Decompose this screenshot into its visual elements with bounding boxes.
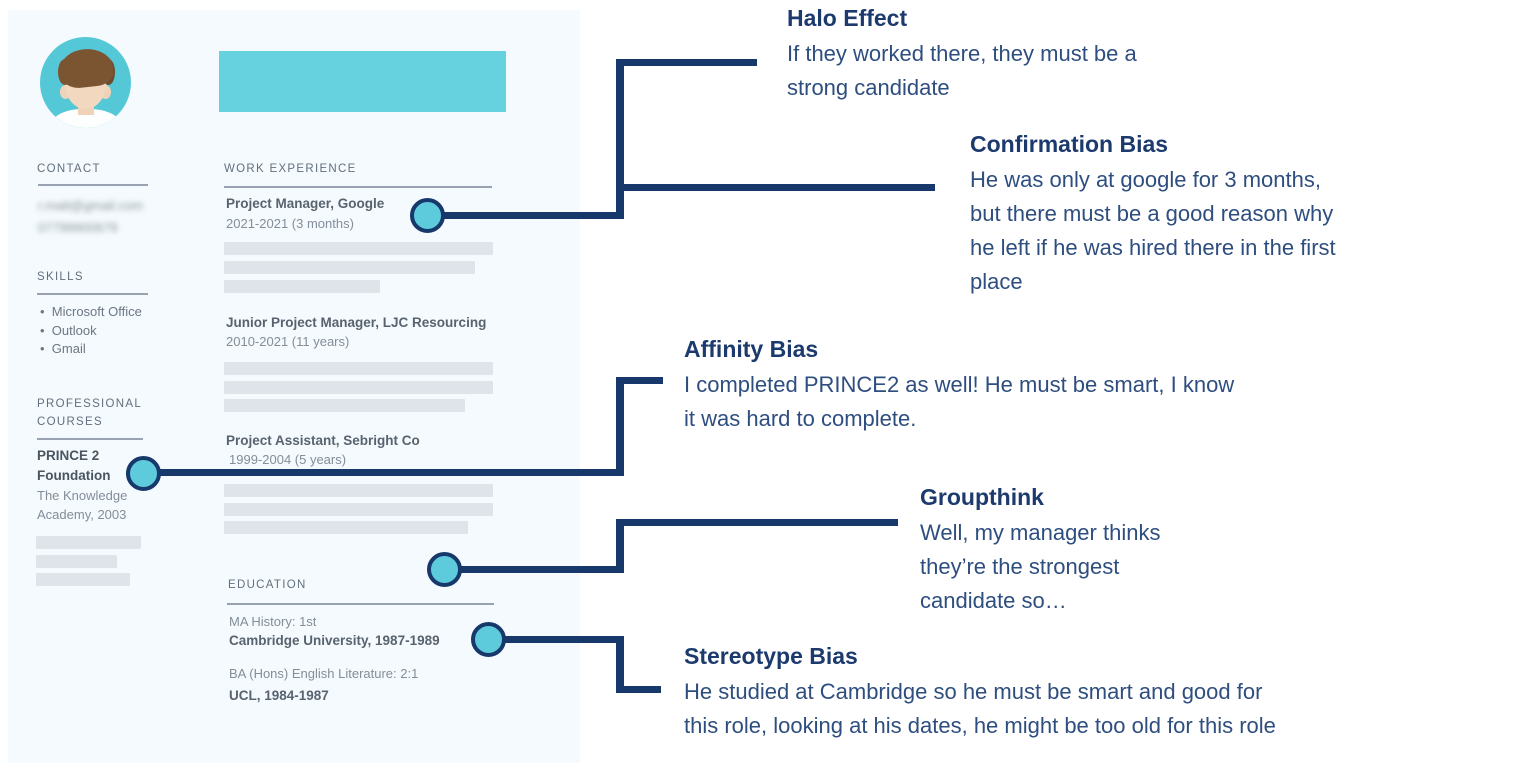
redacted-text-bar bbox=[224, 484, 493, 497]
connector-line-halo bbox=[616, 59, 757, 66]
connector-line-groupthink bbox=[616, 519, 898, 526]
education-school: UCL, 1984-1987 bbox=[229, 688, 329, 703]
avatar bbox=[40, 37, 131, 128]
connector-line-stereotype bbox=[616, 686, 661, 693]
redacted-text-bar bbox=[224, 399, 465, 412]
education-section-label: EDUCATION bbox=[228, 579, 307, 591]
callout-title: Confirmation Bias bbox=[970, 131, 1169, 157]
contact-section-label: CONTACT bbox=[37, 163, 101, 175]
skill-label: Gmail bbox=[51, 341, 86, 356]
callout-halo-effect: Halo Effect If they worked there, they m… bbox=[787, 3, 1137, 105]
education-school: Cambridge University, 1987-1989 bbox=[229, 633, 440, 648]
course-provider: Academy, 2003 bbox=[37, 507, 127, 522]
connector-line-groupthink bbox=[444, 566, 624, 573]
course-name: Foundation bbox=[37, 468, 111, 483]
redacted-text-bar bbox=[36, 573, 130, 586]
callout-text-line: candidate so… bbox=[920, 588, 1067, 613]
education-degree: BA (Hons) English Literature: 2:1 bbox=[229, 666, 419, 681]
callout-text-line: but there must be a good reason why bbox=[970, 201, 1334, 226]
section-divider bbox=[37, 438, 143, 440]
callout-affinity-bias: Affinity Bias I completed PRINCE2 as wel… bbox=[684, 334, 1234, 436]
section-divider bbox=[224, 186, 492, 188]
callout-dot-groupthink bbox=[427, 552, 462, 587]
job-title: Project Manager, Google bbox=[226, 196, 385, 211]
redacted-text-bar bbox=[224, 280, 380, 293]
connector-line-halo bbox=[427, 212, 624, 219]
skill-label: Microsoft Office bbox=[51, 304, 142, 319]
contact-phone: 07799900679 bbox=[38, 220, 118, 235]
work-section-label: WORK EXPERIENCE bbox=[224, 163, 357, 175]
callout-title: Stereotype Bias bbox=[684, 643, 858, 669]
avatar-ear bbox=[100, 85, 111, 99]
connector-line-groupthink bbox=[616, 519, 624, 573]
courses-section-label: PROFESSIONAL bbox=[37, 398, 143, 410]
callout-text-line: it was hard to complete. bbox=[684, 406, 917, 431]
job-title: Junior Project Manager, LJC Resourcing bbox=[226, 315, 487, 330]
callout-text-line: strong candidate bbox=[787, 75, 950, 100]
connector-line-stereotype bbox=[616, 636, 624, 693]
redacted-text-bar bbox=[224, 261, 475, 274]
redacted-text-bar bbox=[224, 242, 493, 255]
job-title: Project Assistant, Sebright Co bbox=[226, 433, 420, 448]
redacted-text-bar bbox=[224, 362, 493, 375]
connector-line-affinity bbox=[616, 377, 624, 476]
callout-confirmation-bias: Confirmation Bias He was only at google … bbox=[970, 129, 1336, 299]
skill-item: • Microsoft Office bbox=[40, 304, 142, 319]
callout-dot-stereotype bbox=[471, 622, 506, 657]
callout-text-line: He studied at Cambridge so he must be sm… bbox=[684, 679, 1263, 704]
connector-line-halo bbox=[616, 59, 624, 219]
skill-item: • Outlook bbox=[40, 323, 97, 338]
redacted-text-bar bbox=[224, 521, 468, 534]
skill-label: Outlook bbox=[51, 323, 97, 338]
course-provider: The Knowledge bbox=[37, 488, 128, 503]
connector-line-confirmation bbox=[616, 184, 935, 191]
course-name: PRINCE 2 bbox=[37, 448, 100, 463]
connector-line-affinity bbox=[150, 469, 624, 476]
callout-text-line: Well, my manager thinks bbox=[920, 520, 1161, 545]
callout-dot-affinity bbox=[126, 456, 161, 491]
callout-title: Halo Effect bbox=[787, 5, 908, 31]
section-divider bbox=[37, 293, 148, 295]
callout-text-line: he left if he was hired there in the fir… bbox=[970, 235, 1336, 260]
callout-text-line: He was only at google for 3 months, bbox=[970, 167, 1321, 192]
contact-email: r.matt@gmail.com bbox=[38, 198, 143, 213]
section-divider bbox=[227, 603, 494, 605]
connector-line-affinity bbox=[616, 377, 663, 384]
callout-text-line: they’re the strongest bbox=[920, 554, 1120, 579]
skill-item: • Gmail bbox=[40, 341, 86, 356]
callout-text-line: I completed PRINCE2 as well! He must be … bbox=[684, 372, 1235, 397]
job-dates: 2021-2021 (3 months) bbox=[226, 216, 354, 231]
redacted-text-bar bbox=[224, 503, 493, 516]
redacted-text-bar bbox=[36, 555, 117, 568]
redacted-text-bar bbox=[224, 381, 493, 394]
skills-section-label: SKILLS bbox=[37, 271, 84, 283]
callout-text-line: this role, looking at his dates, he migh… bbox=[684, 713, 1276, 738]
section-divider bbox=[38, 184, 148, 186]
callout-title: Affinity Bias bbox=[684, 336, 819, 362]
callout-stereotype-bias: Stereotype Bias He studied at Cambridge … bbox=[684, 641, 1276, 743]
callout-title: Groupthink bbox=[920, 484, 1044, 510]
callout-text-line: place bbox=[970, 269, 1023, 294]
avatar-shirt bbox=[53, 109, 119, 128]
education-degree: MA History: 1st bbox=[229, 614, 317, 629]
redacted-text-bar bbox=[36, 536, 141, 549]
callout-groupthink: Groupthink Well, my manager thinks they’… bbox=[920, 482, 1160, 618]
job-dates: 1999-2004 (5 years) bbox=[229, 452, 347, 467]
courses-section-label: COURSES bbox=[37, 416, 103, 428]
callout-dot-halo bbox=[410, 198, 445, 233]
job-dates: 2010-2021 (11 years) bbox=[226, 334, 350, 349]
name-placeholder-bar bbox=[219, 51, 506, 112]
connector-line-stereotype bbox=[488, 636, 624, 643]
callout-text-line: If they worked there, they must be a bbox=[787, 41, 1137, 66]
